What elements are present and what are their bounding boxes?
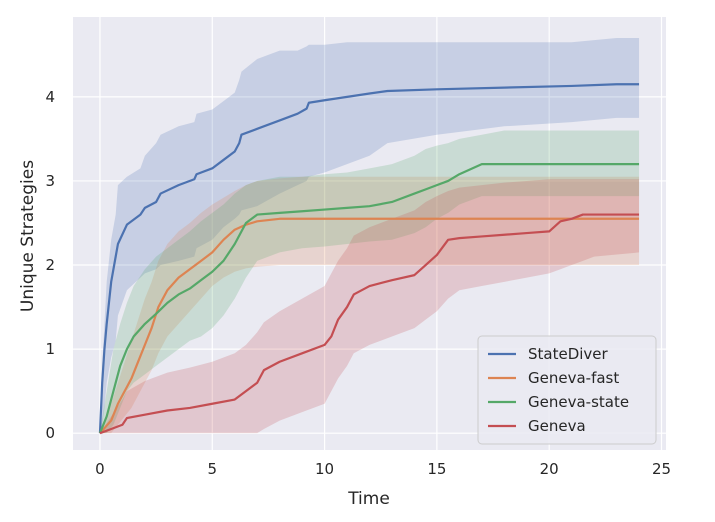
confidence-band [99, 179, 640, 434]
legend-label: StateDiver [528, 345, 609, 363]
y-tick-label: 1 [45, 340, 55, 358]
y-tick-labels: 0 1 2 3 4 [45, 88, 55, 442]
x-tick-labels: 0 5 10 15 20 25 [95, 460, 671, 478]
legend-label: Geneva-state [528, 393, 629, 411]
y-tick-label: 0 [45, 424, 55, 442]
legend: StateDiver Geneva-fast Geneva-state Geneva [477, 335, 657, 445]
confidence-band [99, 130, 640, 434]
series-line [99, 213, 640, 435]
series-lines [98, 83, 640, 435]
x-tick-label: 0 [95, 460, 105, 478]
y-axis-label: Unique Strategies [18, 160, 38, 312]
x-tick-label: 10 [315, 460, 334, 478]
y-tick-label: 4 [45, 88, 55, 106]
confidence-bands [99, 38, 640, 434]
x-tick-label: 25 [652, 460, 671, 478]
x-tick-label: 15 [427, 460, 446, 478]
legend-box [477, 335, 657, 445]
x-tick-label: 20 [540, 460, 559, 478]
legend-label: Geneva [528, 417, 586, 435]
legend-label: Geneva-fast [528, 369, 619, 387]
series-line [98, 83, 640, 434]
x-axis-label: Time [347, 489, 390, 509]
grid [73, 17, 666, 450]
y-tick-label: 2 [45, 256, 55, 274]
series-line [98, 163, 640, 434]
x-tick-label: 5 [207, 460, 217, 478]
y-tick-label: 3 [45, 172, 55, 190]
confidence-band [99, 38, 640, 434]
series-line [99, 217, 640, 434]
confidence-band [99, 176, 640, 434]
